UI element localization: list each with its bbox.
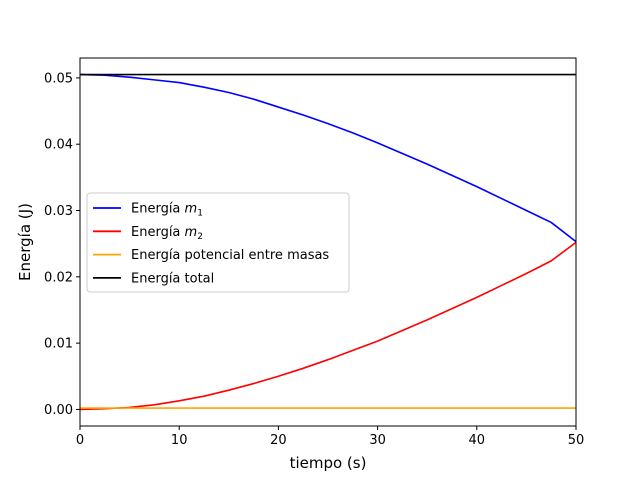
- series-layer: [79, 73, 577, 411]
- y-axis-label: Energía (J): [16, 203, 34, 281]
- y-tick-label: 0.03: [44, 204, 73, 219]
- x-tick-label: 40: [469, 433, 486, 448]
- legend-label-1: Energía m1: [131, 202, 203, 219]
- x-axis: 0 10 20 30 40 50: [76, 426, 584, 448]
- x-axis-label: tiempo (s): [290, 454, 367, 472]
- legend: Energía m1 Energía m2 Energía potencial en…: [86, 192, 350, 293]
- x-tick-label: 30: [369, 433, 386, 448]
- y-tick-label: 0.05: [44, 71, 73, 86]
- x-tick-label: 0: [76, 433, 84, 448]
- legend-box: [86, 192, 350, 293]
- series-line-2: [79, 241, 577, 411]
- series-line-1: [79, 73, 577, 243]
- y-axis: 0.00 0.01 0.02 0.03 0.04 0.05: [44, 71, 80, 418]
- legend-label-4: Energía total: [131, 271, 214, 286]
- y-tick-label: 0.01: [44, 337, 73, 352]
- plot-frame: [79, 57, 577, 427]
- x-tick-label: 20: [270, 433, 287, 448]
- y-tick-label: 0.00: [44, 403, 73, 418]
- legend-label-3: Energía potencial entre masas: [131, 248, 329, 263]
- y-tick-label: 0.04: [44, 138, 73, 153]
- x-tick-label: 10: [171, 433, 188, 448]
- x-tick-label: 50: [568, 433, 585, 448]
- y-tick-label: 0.02: [44, 270, 73, 285]
- legend-label-2: Energía m2: [131, 225, 203, 242]
